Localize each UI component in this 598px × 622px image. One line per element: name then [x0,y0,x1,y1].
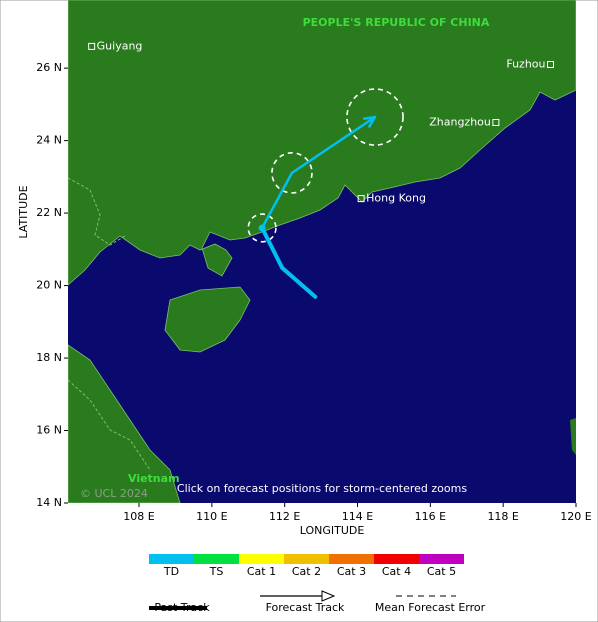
intensity-label: Cat 5 [427,565,456,578]
city-label: Hong Kong [366,192,426,205]
border [68,177,126,246]
city-label: Fuzhou [506,58,545,71]
city-marker [88,42,96,50]
land-vietnam [68,344,181,503]
current-position [258,224,266,232]
intensity-label: Cat 1 [247,565,276,578]
error-circle [271,152,313,194]
city-marker [357,195,365,203]
y-tick-label: 14 N [36,496,62,509]
legend-label: Forecast Track [266,601,345,614]
x-tick-label: 112 E [269,510,300,523]
intensity-label: Cat 3 [337,565,366,578]
intensity-label: Cat 4 [382,565,411,578]
land-hainan [164,286,251,353]
intensity-label: TS [209,565,224,578]
forecast-arrowhead [362,115,377,128]
intensity-label: TD [163,565,179,578]
intensity-swatch [149,554,194,564]
city-marker [492,118,500,126]
legend-label: Past Track [154,601,210,614]
intensity-swatch [239,554,284,564]
past-track [260,225,318,299]
intensity-swatch [329,554,374,564]
y-tick-label: 18 N [36,351,62,364]
error-circle [346,88,404,146]
y-tick-label: 20 N [36,279,62,292]
y-tick-label: 26 N [36,61,62,74]
intensity-swatch [374,554,419,564]
y-axis-label: LATITUDE [17,185,30,238]
country-label: Vietnam [128,472,180,485]
x-tick-label: 116 E [415,510,446,523]
intensity-label: Cat 2 [292,565,321,578]
border [68,379,151,471]
intensity-swatch [419,554,464,564]
land-islands [570,418,576,455]
city-label: Zhangzhou [429,115,491,128]
x-tick-label: 118 E [487,510,518,523]
legend-label: Mean Forecast Error [375,601,486,614]
city-marker [547,61,555,69]
country-label: PEOPLE'S REPUBLIC OF CHINA [303,16,490,29]
x-tick-label: 108 E [123,510,154,523]
y-tick-label: 16 N [36,424,62,437]
x-tick-label: 110 E [196,510,227,523]
x-tick-label: 114 E [342,510,373,523]
intensity-swatch [194,554,239,564]
city-label: Guiyang [97,39,143,52]
hint: Click on forecast positions for storm-ce… [177,482,467,495]
y-tick-label: 22 N [36,206,62,219]
forecast-track [260,115,377,230]
error-circle [247,213,277,243]
y-tick-label: 24 N [36,134,62,147]
forecast-arrow-sample [321,590,336,602]
x-tick-label: 120 E [560,510,591,523]
x-axis-label: LONGITUDE [300,524,365,537]
intensity-swatch [284,554,329,564]
map-area[interactable]: PEOPLE'S REPUBLIC OF CHINA Vietnam © UCL… [68,0,576,503]
copyright: © UCL 2024 [80,487,148,500]
